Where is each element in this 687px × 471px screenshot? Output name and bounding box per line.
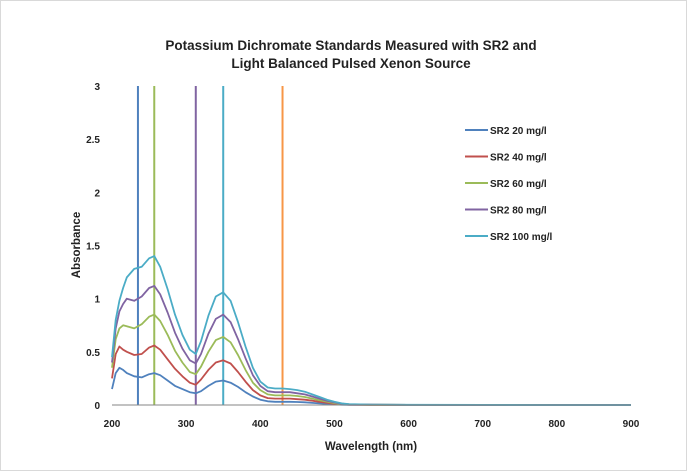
series-line-5: [111, 255, 631, 406]
y-tick-label-6: 3: [94, 82, 100, 93]
legend-label-2: SR2 40 mg/l: [490, 153, 547, 164]
reference-lines: [136, 86, 284, 405]
y-tick-label-1: 0.5: [86, 348, 100, 359]
x-tick-label-200: 200: [104, 419, 121, 430]
x-tick-label-300: 300: [178, 419, 195, 430]
chart-title-line-1: Potassium Dichromate Standards Measured …: [165, 38, 536, 53]
x-tick-label-400: 400: [252, 419, 269, 430]
chart-title-line-2: Light Balanced Pulsed Xenon Source: [231, 56, 471, 71]
y-tick-label-5: 2.5: [86, 135, 100, 146]
y-tick-labels: 0 0.5 1 1.5 2 2.5 3: [86, 82, 100, 412]
legend-label-3: SR2 60 mg/l: [490, 179, 547, 190]
legend-label-5: SR2 100 mg/l: [490, 232, 552, 243]
y-axis-label: Absorbance: [71, 212, 83, 278]
series-line-4: [111, 285, 631, 406]
x-tick-label-700: 700: [474, 419, 491, 430]
legend: SR2 20 mg/l SR2 40 mg/l SR2 60 mg/l SR2 80 …: [465, 126, 552, 243]
x-tick-label-900: 900: [623, 419, 640, 430]
series-line-2: [111, 344, 631, 406]
x-tick-label-500: 500: [326, 419, 343, 430]
x-axis-label: Wavelength (nm): [325, 441, 417, 453]
y-tick-label-4: 2: [94, 188, 100, 199]
x-tick-label-800: 800: [549, 419, 566, 430]
series-line-1: [111, 366, 631, 406]
y-tick-label-3: 1.5: [86, 242, 100, 253]
series-group: [111, 255, 631, 406]
x-tick-label-600: 600: [400, 419, 417, 430]
x-tick-labels: 200 300 400 500 600 700 800 900: [104, 419, 640, 430]
y-tick-label-0: 0: [94, 401, 100, 412]
legend-label-4: SR2 80 mg/l: [490, 206, 547, 217]
legend-label-1: SR2 20 mg/l: [490, 126, 547, 137]
y-tick-label-2: 1: [94, 295, 100, 306]
